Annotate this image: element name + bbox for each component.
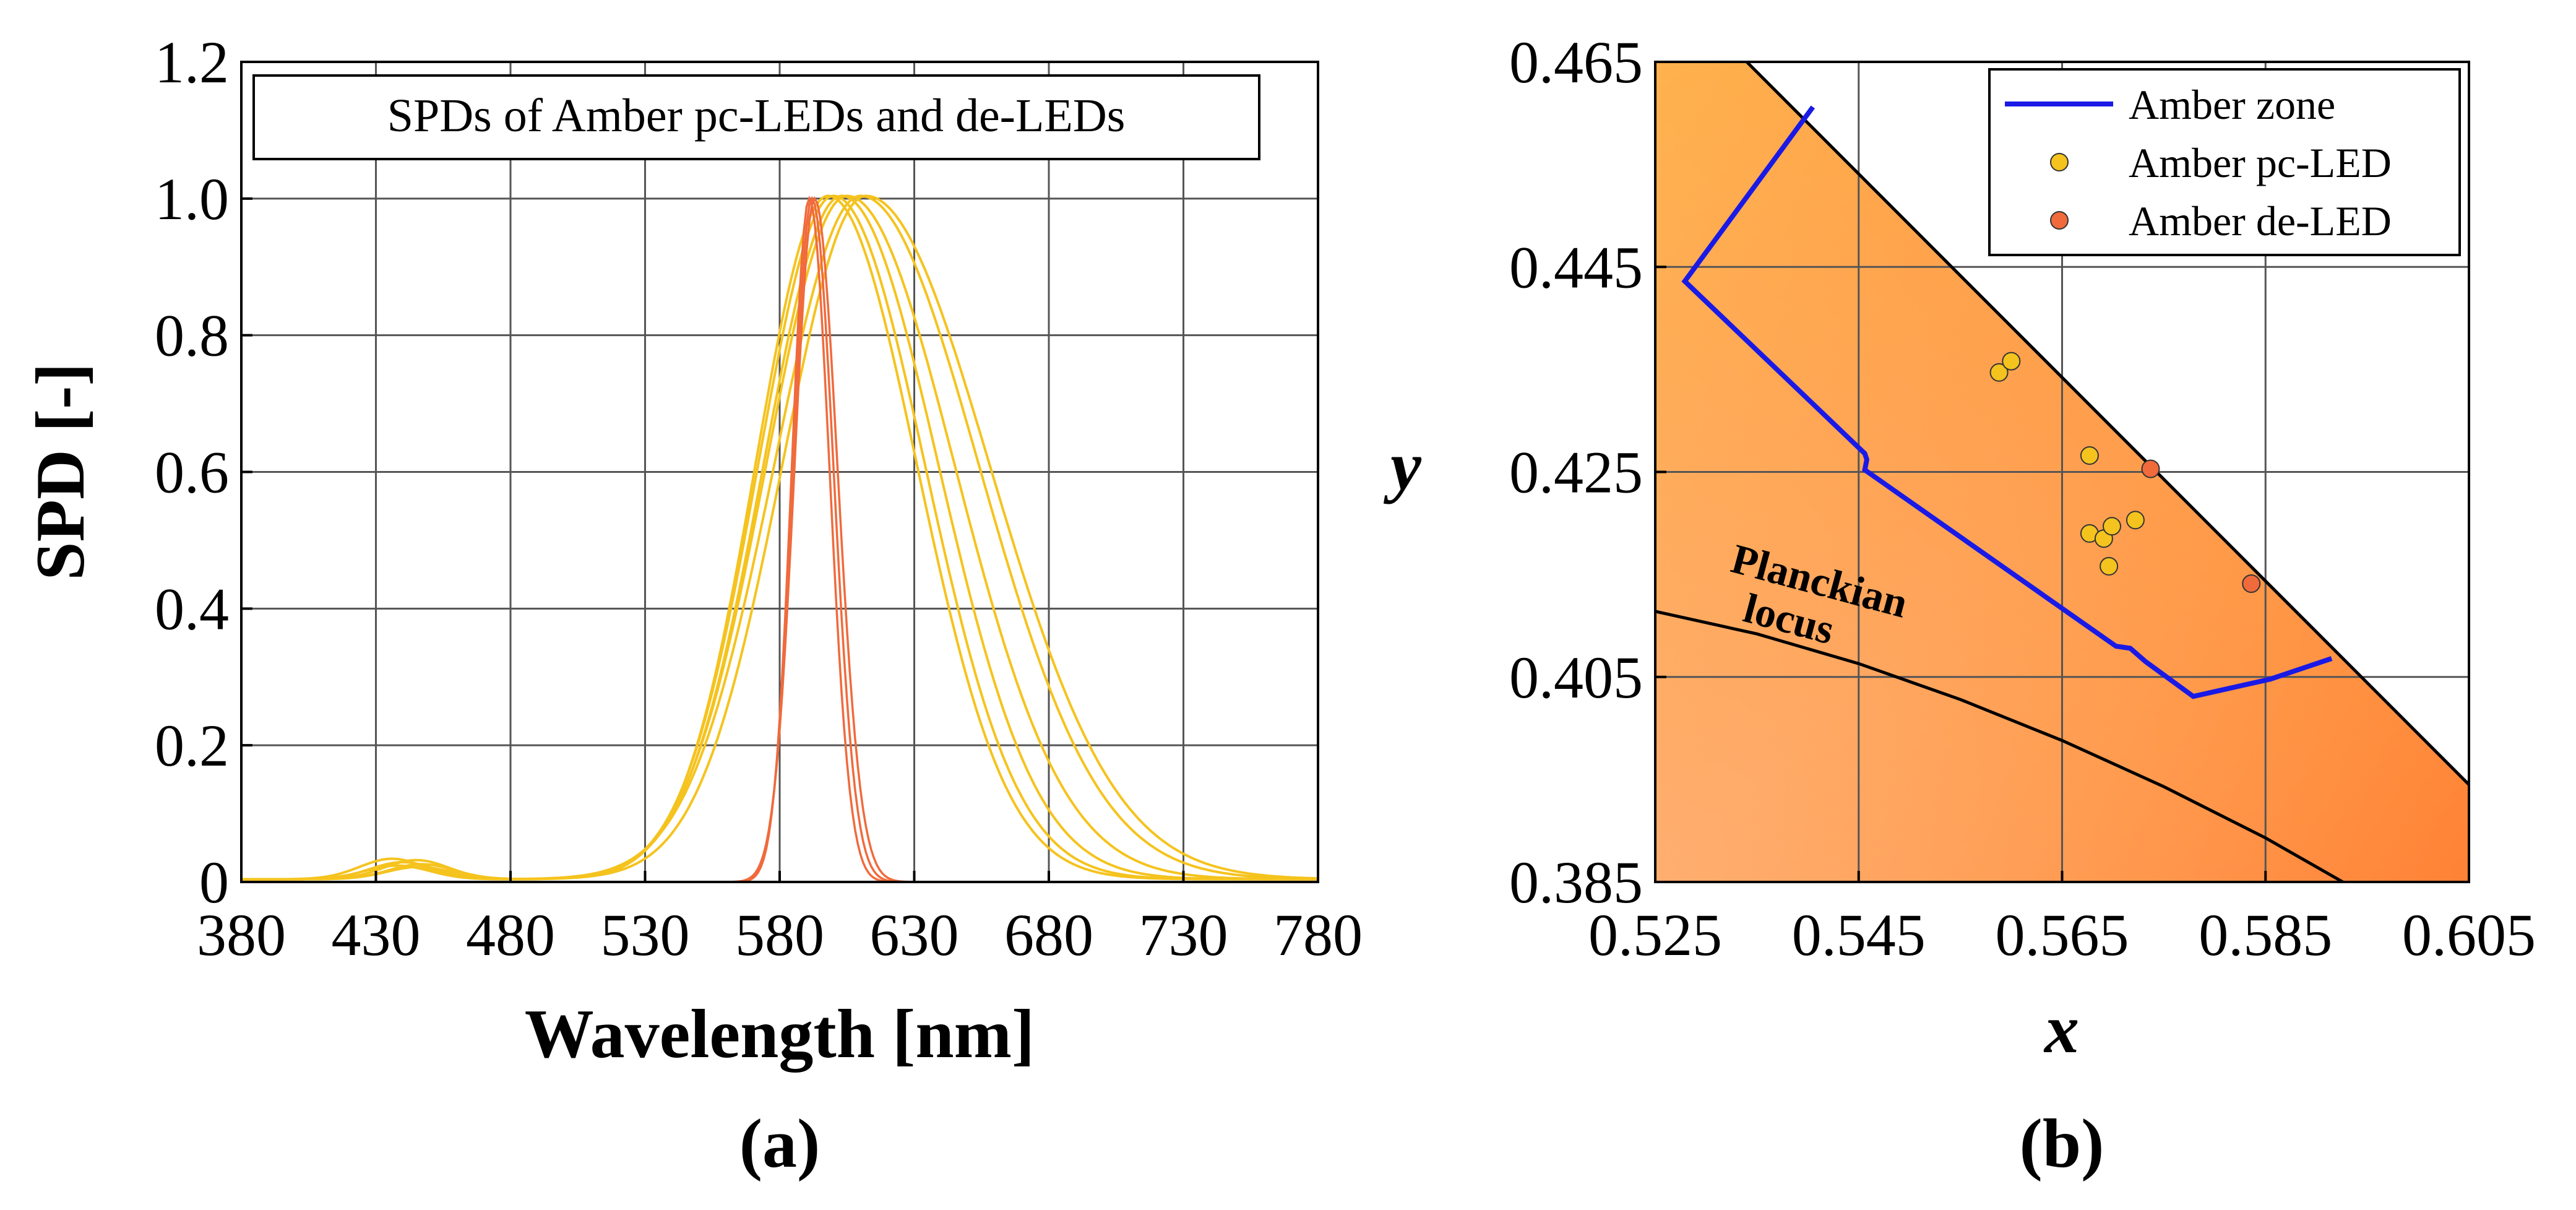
chromaticity-x-tick-label: 0.565 [1996, 902, 2129, 968]
spd-x-tick-label: 430 [332, 902, 421, 968]
spd-x-tick-label: 730 [1139, 902, 1228, 968]
de-led-point [2141, 459, 2160, 478]
chromaticity-x-tick-label: 0.605 [2402, 902, 2536, 968]
spd-x-tick-label: 530 [601, 902, 690, 968]
de-led-point [2242, 574, 2261, 593]
spd-x-axis-label: Wavelength [nm] [525, 996, 1035, 1073]
pc-led-point [2100, 556, 2119, 576]
spd-y-tick-label: 1.0 [155, 166, 229, 232]
legend-de-led-marker [2050, 211, 2069, 230]
chromaticity-y-tick-label: 0.385 [1509, 849, 1643, 915]
chromaticity-y-tick-label: 0.425 [1509, 439, 1643, 506]
spd-x-tick-label: 480 [466, 902, 555, 968]
chromaticity-legend: Amber zone Amber pc-LED Amber de-LED [1988, 68, 2461, 256]
spd-x-tick-label: 780 [1273, 902, 1363, 968]
chromaticity-x-tick-label: 0.525 [1588, 902, 1722, 968]
legend-de-led-label: Amber de-LED [2129, 197, 2392, 244]
spd-title: SPDs of Amber pc-LEDs and de-LEDs [387, 90, 1126, 142]
pc-led-spd-curve [241, 194, 1318, 881]
pc-led-point [2103, 517, 2121, 536]
spd-y-tick-label: 0.6 [155, 439, 229, 506]
chromaticity-points [1989, 352, 2261, 593]
chromaticity-x-tick-label: 0.545 [1792, 902, 1926, 968]
panel-a: 380 430 480 530 580 630 680 730 780 0 0.2 0.4 0.6 0.8… [22, 29, 1363, 1182]
pc-led-point [1989, 363, 2009, 382]
legend-pc-led-marker [2050, 153, 2069, 171]
pc-led-point [2126, 511, 2145, 530]
chromaticity-axis-ticks: 0.525 0.545 0.565 0.585 0.605 0.385 0.405 0.425… [1509, 29, 2536, 968]
chromaticity-x-axis-label: x [2043, 991, 2079, 1068]
spd-x-tick-label: 680 [1004, 902, 1093, 968]
spd-axis-ticks: 380 430 480 530 580 630 680 730 780 0 0.2 0.4 0.6 0.8… [155, 29, 1363, 968]
pc-led-spd-curve [241, 194, 1318, 881]
spd-y-tick-label: 0.4 [155, 576, 229, 642]
legend-amber-zone-label: Amber zone [2129, 81, 2335, 128]
spd-y-tick-label: 0 [199, 849, 229, 915]
spd-title-box [252, 74, 1260, 160]
legend-pc-led-label: Amber pc-LED [2129, 139, 2392, 186]
spd-x-tick-label: 630 [870, 902, 959, 968]
spd-x-tick-label: 580 [735, 902, 824, 968]
de-led-spd-curve [241, 196, 1318, 882]
chromaticity-y-tick-label: 0.445 [1509, 234, 1643, 300]
chromaticity-x-tick-label: 0.585 [2199, 902, 2332, 968]
spd-y-tick-label: 1.2 [155, 29, 229, 95]
spd-y-tick-label: 0.8 [155, 303, 229, 369]
panel-b: Planckian locus 0.525 0.545 0.565 0.585 0.60… [1383, 29, 2536, 1182]
pc-led-point [2080, 446, 2099, 465]
pc-led-point [2002, 352, 2021, 371]
spd-x-tick-label: 380 [197, 902, 286, 968]
panel-b-label: (b) [2020, 1105, 2104, 1182]
chromaticity-y-axis-label: y [1383, 428, 1422, 504]
chromaticity-y-tick-label: 0.405 [1509, 644, 1643, 711]
amber-zone-line [1681, 105, 2333, 699]
spectrum-locus-line [1746, 62, 2469, 786]
chromaticity-gridlines [1655, 62, 2469, 882]
pc-led-spd-curve [241, 194, 1318, 881]
panel-a-label: (a) [739, 1105, 821, 1182]
planckian-locus-line [1655, 610, 2344, 882]
spd-y-axis-label: SPD [-] [22, 363, 99, 580]
spd-y-tick-label: 0.2 [155, 712, 229, 779]
spd-curves [241, 194, 1318, 882]
chromaticity-y-tick-label: 0.465 [1509, 29, 1643, 95]
